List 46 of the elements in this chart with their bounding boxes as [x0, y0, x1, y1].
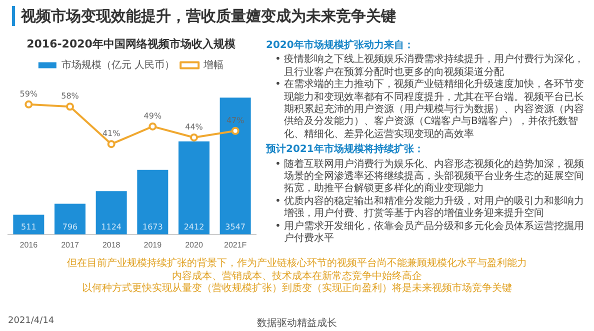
data-label: 41% [102, 129, 121, 138]
chart-title: 2016-2020年中国网络视频市场收入规模 [26, 37, 236, 50]
point [148, 122, 157, 130]
point [107, 140, 116, 148]
x-tick-label: 2017 [61, 240, 80, 250]
data-label: 796 [62, 222, 78, 232]
bar [137, 170, 168, 234]
bar [96, 191, 127, 234]
text: 预计2021年市场规模将持续扩张： [266, 144, 425, 157]
legend-label: 增幅 [202, 58, 224, 71]
bar [220, 98, 251, 234]
text: 2020年市场规模扩张动力来自： [266, 40, 415, 52]
x-tick-label: 2018 [102, 240, 121, 250]
data-label: 2412 [184, 222, 204, 232]
text: • 优质内容的稳定输出和精准分发能力升级，对用户的吸引力和影响力增强，用户付费、打赏等基于内容的增值业务迎来提升空间 [275, 196, 586, 220]
legend-label: 市场规模（亿元 人民币） [61, 58, 175, 71]
x-tick-label: 2019 [144, 240, 162, 250]
point [231, 126, 240, 135]
x-tick-label: 2016 [20, 240, 38, 250]
data-label: 49% [144, 112, 162, 121]
data-label: 511 [21, 222, 36, 232]
text: 但在目前产业规模持续扩张的背景下，作为产业链核心环节的视频平台尚不能兼顾规模化水平与盈利能力 [66, 258, 528, 270]
point [66, 102, 74, 111]
x-tick-label: 2020 [185, 240, 204, 250]
text: 内容成本、营销成本、技术成本在新常态竞争中始终高企 [171, 270, 423, 282]
text: • 随着互联网用户消费行为娱乐化、内容形态视频化的趋势加深，视频场景的全网渗透率还将继续提高，头部视频平台业务生态的延展空间拓宽，助推平台解锁更多样化的商业变现能力 [275, 158, 586, 196]
text: 视频市场变现效能提升，营收质量嬗变成为未来竞争关键 [12, 6, 396, 26]
data-label: 1124 [101, 222, 122, 232]
data-label: 47% [226, 116, 245, 125]
point [24, 100, 33, 108]
data-label: 3547 [225, 222, 246, 232]
x-tick-label: 2021F [224, 240, 247, 250]
text: • 在需求端的主力推动下，视频产业链精细化升级速度加快，各环节变现能力和变现效率都有不同程度提升，尤其在平台端。视频平台已长期积累起充沛的用户资源（用户规模与行为数据）、内容资源（内容供给及分发能力）、客户资源（C端客户与B端客户），并依托数智化、精细化、差异化运营实现变现的高效率 [275, 79, 586, 142]
bar [13, 214, 44, 234]
text: • 疫情影响之下线上视频娱乐消费需求持续提升，用户付费行为深化，且行业客户在预算分配时也更多的向视频渠道分配 [275, 54, 586, 78]
text: 2021/4/14 [8, 316, 54, 326]
text: • 用户需求开发细化，依靠会员产品分级和多元化会员体系运营挖掘用户付费水平 [275, 220, 586, 246]
text: 数据驱动精益成长 [257, 318, 337, 329]
data-label: 44% [185, 122, 204, 132]
data-label: 58% [61, 92, 80, 101]
text: 以何种方式更快实现从量变（营收规模扩张）到质变（实现正向盈利）将是未来视频市场竞争关键 [81, 283, 513, 296]
point [190, 133, 198, 142]
bar [54, 204, 86, 234]
data-label: 1673 [142, 222, 163, 232]
data-label: 59% [20, 90, 38, 99]
bar [178, 141, 210, 234]
